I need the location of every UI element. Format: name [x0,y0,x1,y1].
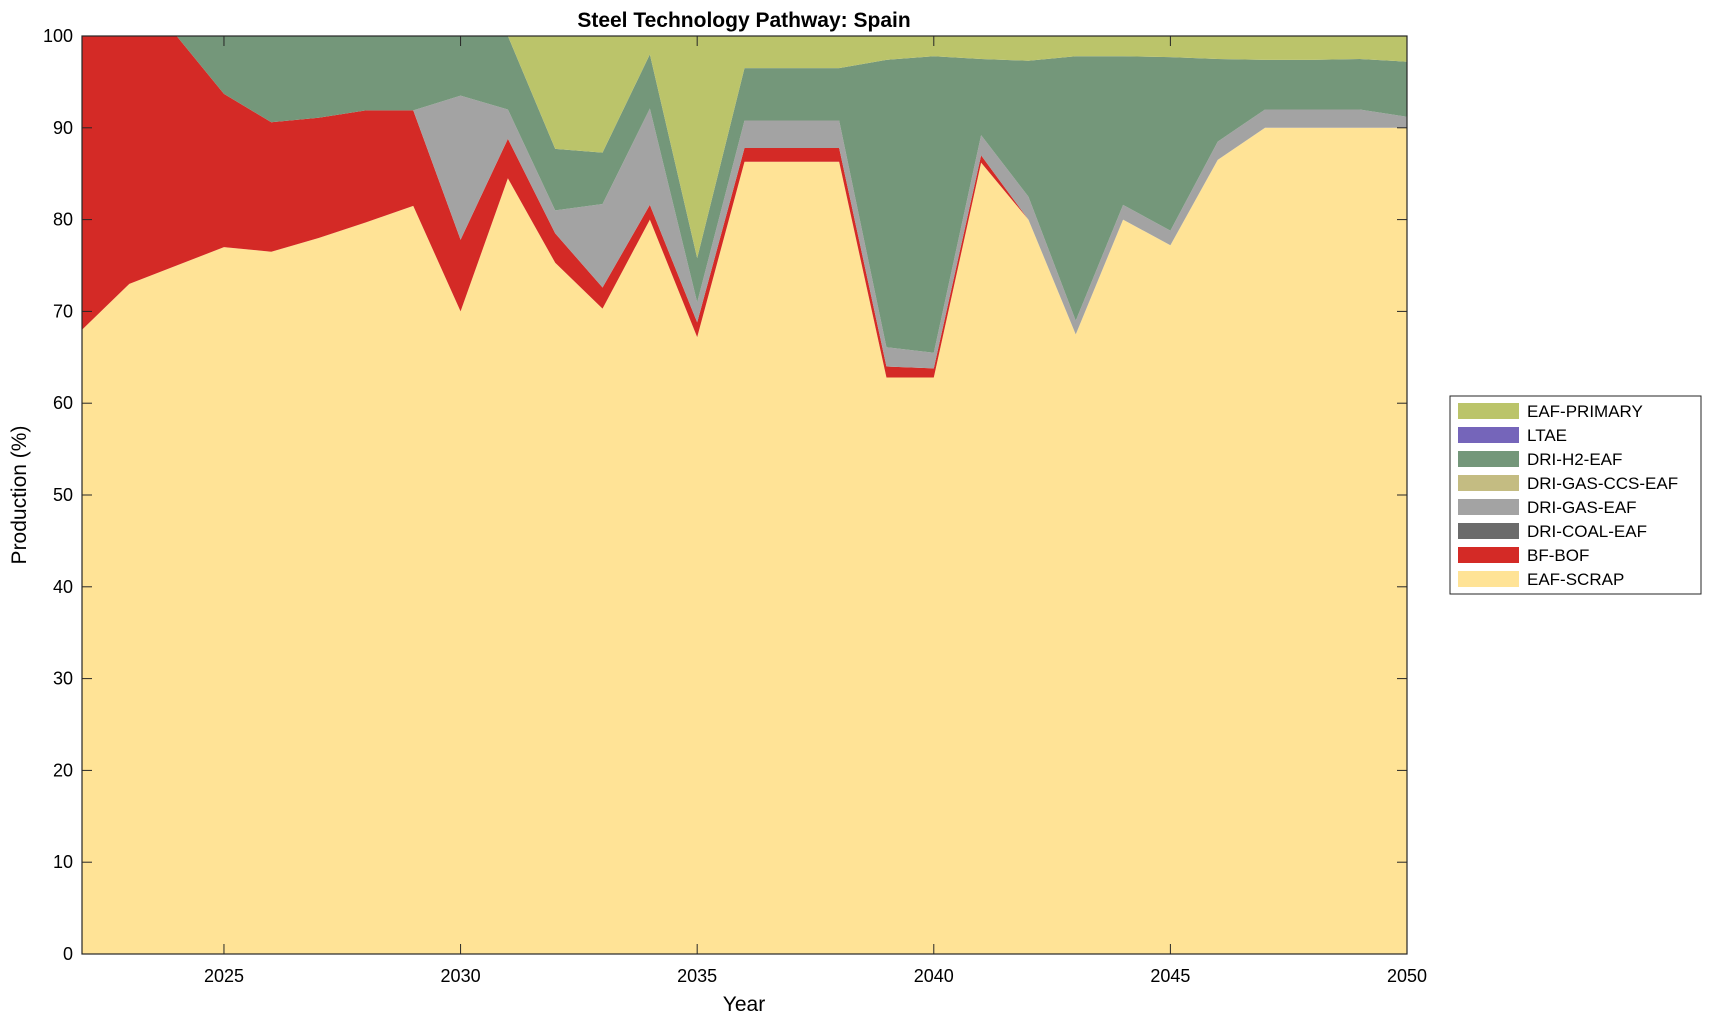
chart-title: Steel Technology Pathway: Spain [577,9,910,32]
legend: EAF-PRIMARY LTAE DRI-H2-EAF DRI-GAS-CCS-EAF… [1449,395,1702,595]
legend-label-dri-gas-ccs-eaf: DRI-GAS-CCS-EAF [1527,474,1678,493]
legend-label-dri-coal-eaf: DRI-COAL-EAF [1527,522,1647,541]
y-tick-label: 30 [53,669,73,689]
area-series-eaf-scrap [82,127,1407,955]
area-series-dri-h2-eaf [82,36,1407,353]
y-tick-label: 20 [53,760,73,780]
y-tick-label: 0 [63,944,73,964]
legend-swatch-dri-gas-ccs-eaf [1458,475,1519,491]
legend-label-bf-bof: BF-BOF [1527,546,1589,565]
x-axis-label: Year [723,993,765,1016]
y-axis-label: Production (%) [8,426,31,565]
area-series-bf-bof [82,36,1407,378]
y-tick-label: 60 [53,393,73,413]
legend-label-eaf-primary: EAF-PRIMARY [1527,402,1643,421]
x-tick-label: 2040 [914,966,954,986]
legend-swatch-bf-bof [1458,547,1519,563]
legend-swatch-dri-gas-eaf [1458,499,1519,515]
y-tick-label: 90 [53,118,73,138]
legend-label-dri-h2-eaf: DRI-H2-EAF [1527,450,1622,469]
legend-swatch-ltae [1458,427,1519,443]
x-tick-label: 2025 [204,966,244,986]
y-tick-label: 100 [43,26,73,46]
x-tick-label: 2045 [1150,966,1190,986]
legend-swatch-dri-h2-eaf [1458,451,1519,467]
y-tick-label: 70 [53,301,73,321]
legend-swatch-eaf-primary [1458,403,1519,419]
area-layer [82,36,1407,955]
ticks-layer: 2025 2030 2035 2040 2045 20500102030405060708… [43,26,1427,986]
y-tick-label: 80 [53,210,73,230]
legend-label-ltae: LTAE [1527,426,1567,445]
legend-swatch-dri-coal-eaf [1458,523,1519,539]
legend-label-dri-gas-eaf: DRI-GAS-EAF [1527,498,1637,517]
legend-swatch-eaf-scrap [1458,571,1519,587]
y-tick-label: 40 [53,577,73,597]
x-tick-label: 2050 [1387,966,1427,986]
x-tick-label: 2030 [441,966,481,986]
y-tick-label: 50 [53,485,73,505]
x-tick-label: 2035 [677,966,717,986]
area-series-eaf-primary [82,36,1407,259]
y-tick-label: 10 [53,852,73,872]
legend-label-eaf-scrap: EAF-SCRAP [1527,570,1624,589]
